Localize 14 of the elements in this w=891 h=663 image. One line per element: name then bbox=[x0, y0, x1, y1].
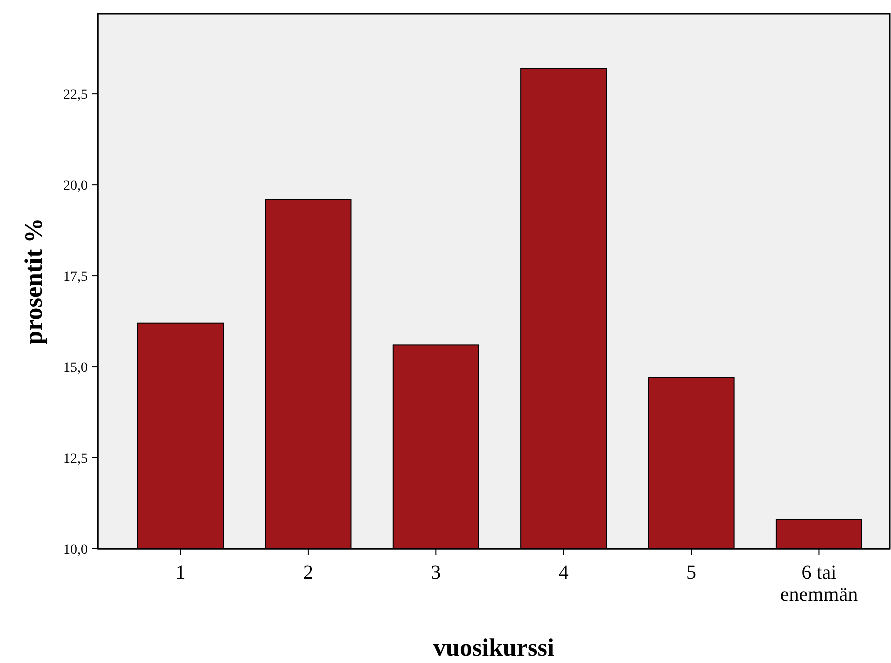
y-tick-label: 22,5 bbox=[64, 88, 88, 103]
x-tick-label: 3 bbox=[431, 562, 442, 584]
y-tick-label: 20,0 bbox=[64, 178, 88, 194]
x-tick-label: 4 bbox=[558, 562, 569, 584]
y-tick-label: 12,5 bbox=[64, 452, 88, 467]
y-axis-title: prosentit % bbox=[21, 218, 48, 345]
x-tick-label: 5 bbox=[686, 562, 697, 584]
x-tick-label: 6 tai enemmän bbox=[780, 562, 858, 606]
x-tick-label: 2 bbox=[303, 562, 314, 584]
x-axis-title: vuosikurssi bbox=[434, 635, 554, 662]
x-tick-label: 1 bbox=[176, 562, 186, 584]
y-tick-label: 15,0 bbox=[64, 360, 88, 376]
y-tick-label: 10,0 bbox=[64, 542, 88, 558]
y-tick-label: 17,5 bbox=[64, 270, 88, 285]
